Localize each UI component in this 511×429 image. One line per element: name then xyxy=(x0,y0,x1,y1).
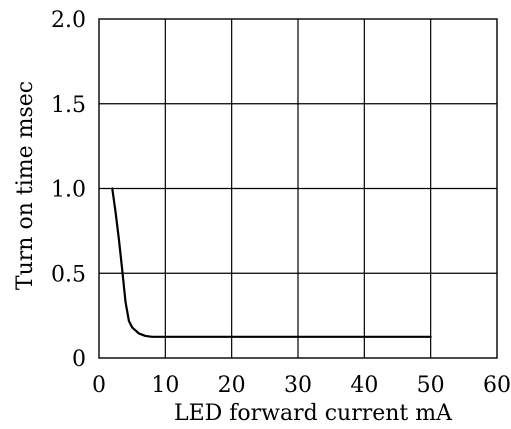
grid xyxy=(99,19,497,358)
y-tick-label: 1.0 xyxy=(51,178,86,203)
y-axis-title: Turn on time msec xyxy=(13,81,38,290)
x-tick-label: 10 xyxy=(151,373,179,398)
y-tick-label: 2.0 xyxy=(51,8,86,33)
x-tick-label: 40 xyxy=(350,373,378,398)
plot-frame xyxy=(98,18,498,359)
y-tick-label: 0 xyxy=(72,347,86,372)
x-tick-label: 60 xyxy=(483,373,511,398)
x-tick-label: 0 xyxy=(92,373,106,398)
x-axis-title: LED forward current mA xyxy=(174,401,453,426)
x-tick-label: 50 xyxy=(417,373,445,398)
series-line-0 xyxy=(111,187,432,338)
y-tick-label: 1.5 xyxy=(51,93,86,118)
y-tick-labels: 0 0.5 1.0 1.5 2.0 xyxy=(51,8,86,372)
x-tick-label: 30 xyxy=(284,373,312,398)
x-tick-label: 20 xyxy=(218,373,246,398)
y-tick-label: 0.5 xyxy=(51,262,86,287)
series-layer xyxy=(111,187,432,338)
x-tick-labels: 0 10 20 30 40 50 60 xyxy=(92,373,511,398)
